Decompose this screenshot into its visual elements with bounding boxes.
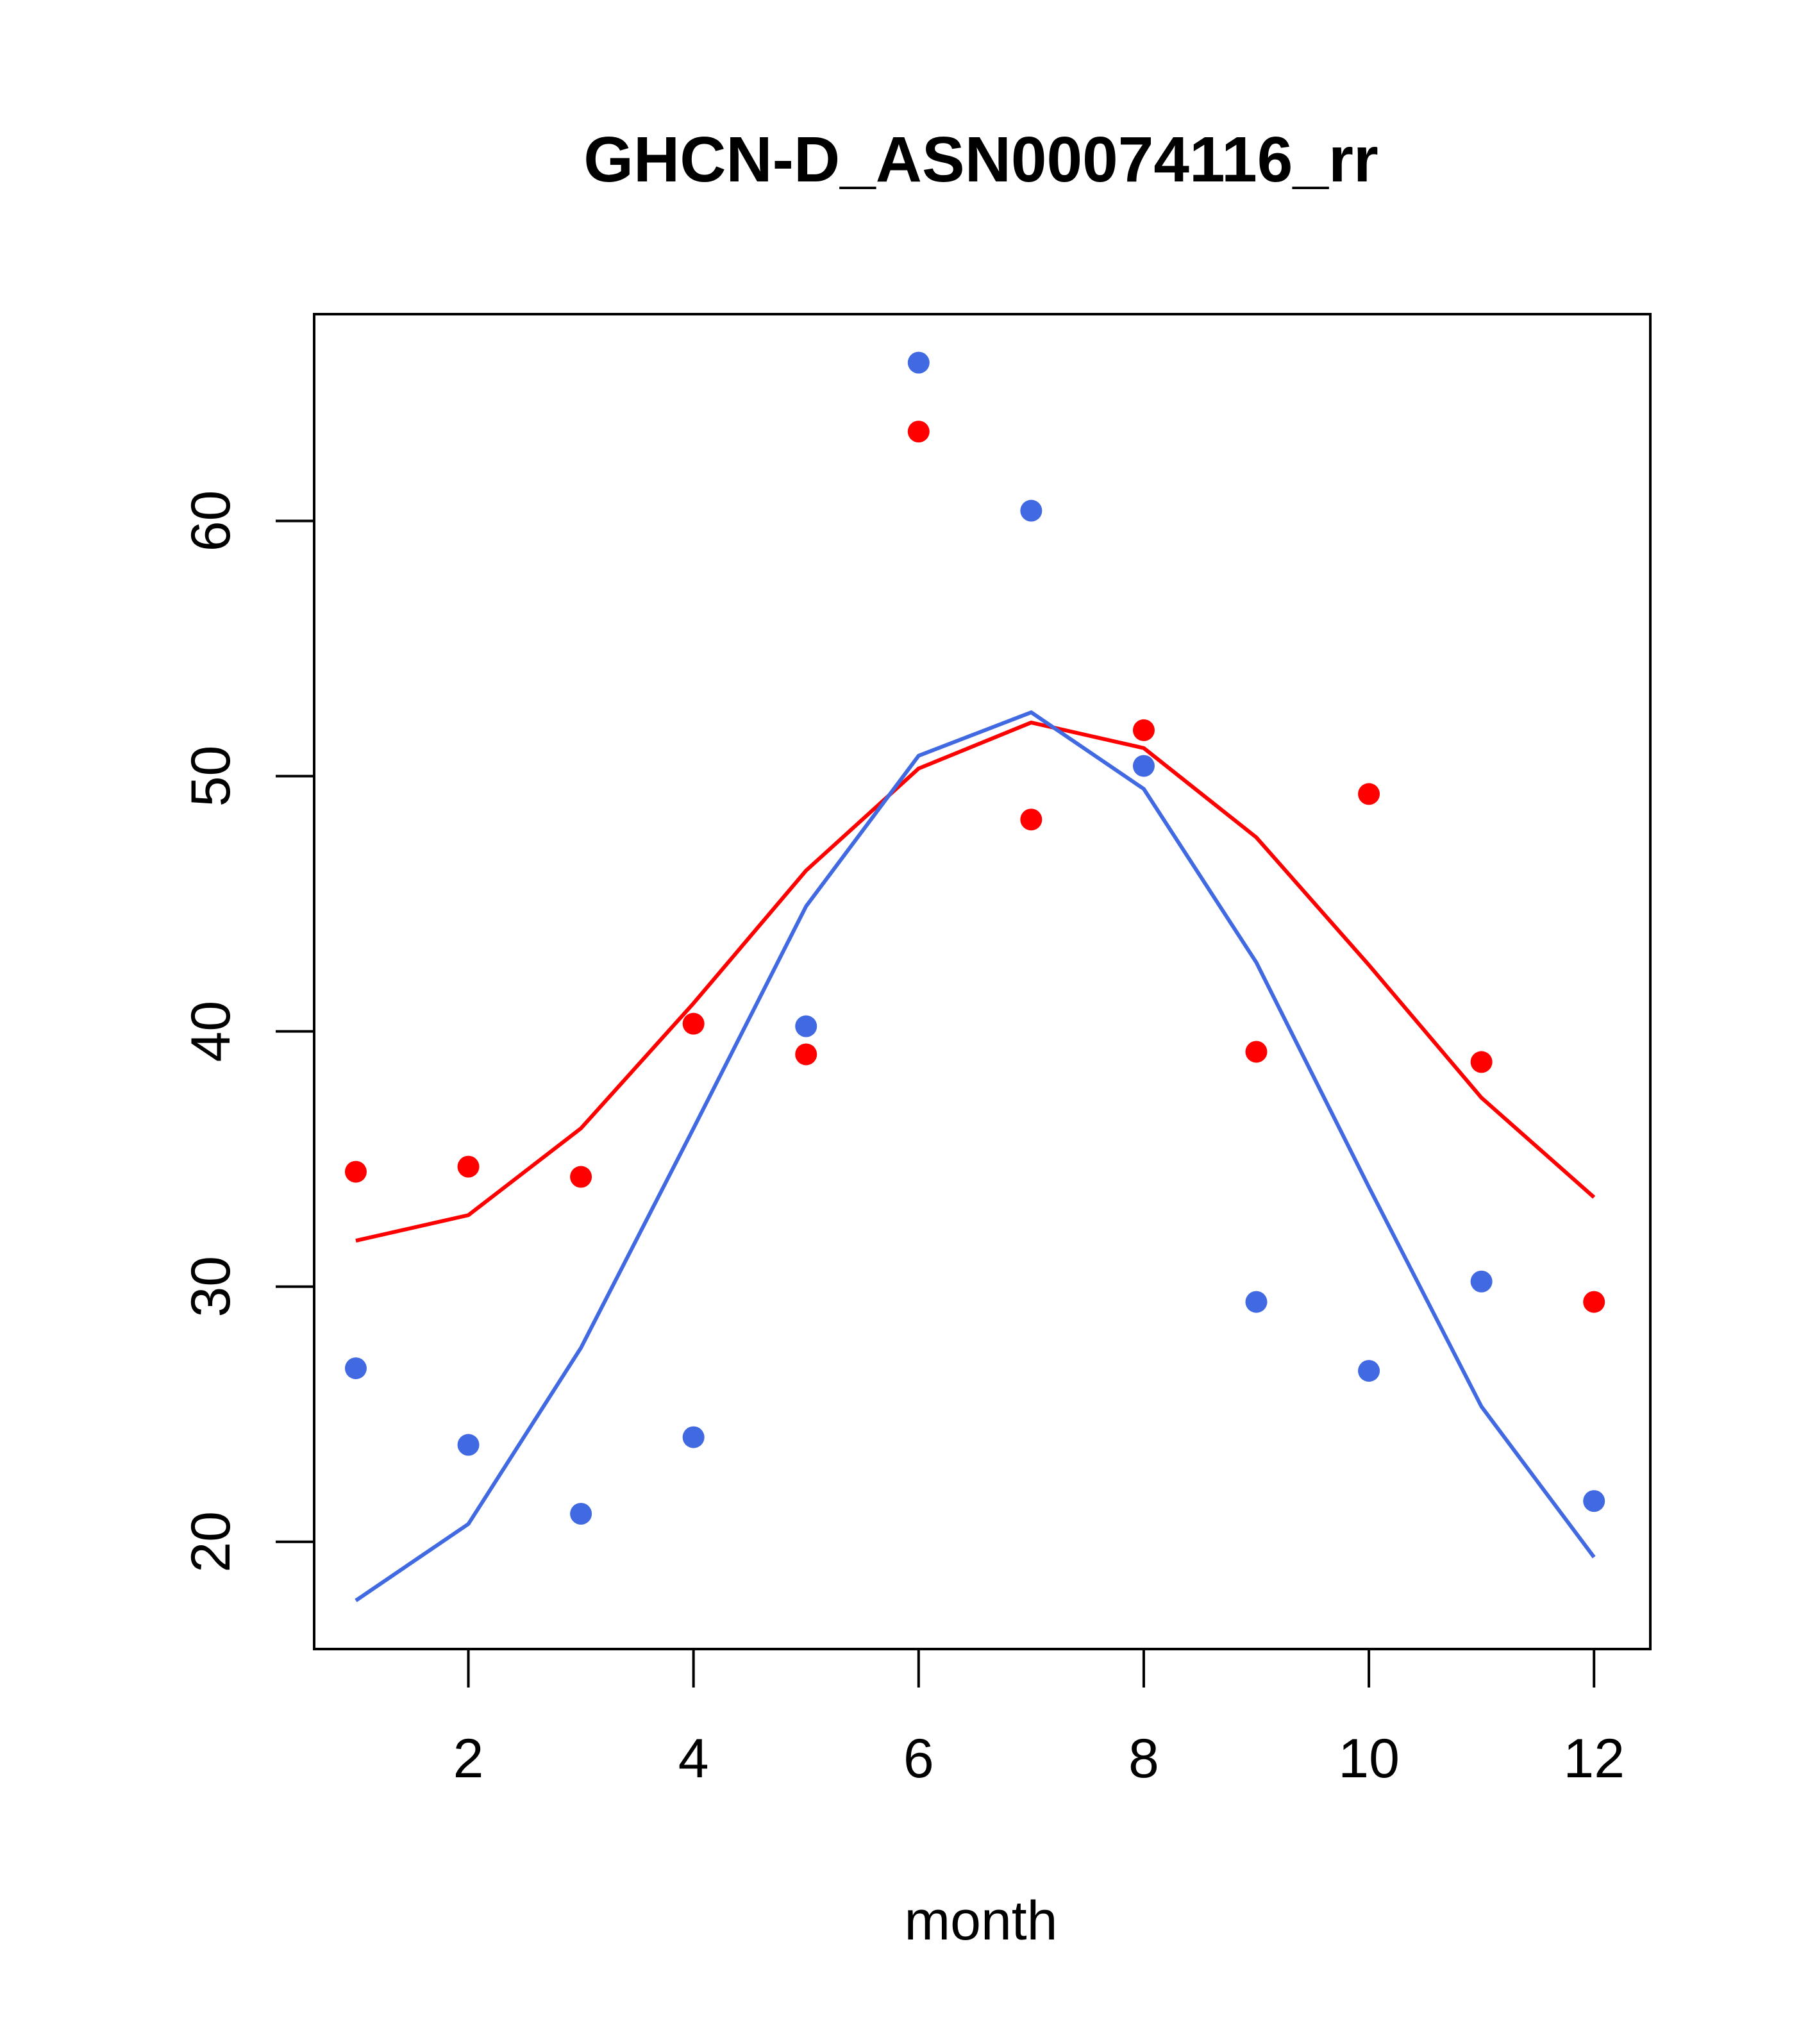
- series-1-point: [344, 1160, 367, 1183]
- x-tick-label: 4: [678, 1728, 709, 1789]
- series-2-point: [1132, 755, 1155, 777]
- series-2-point: [457, 1434, 480, 1456]
- y-tick-label: 30: [180, 1256, 242, 1318]
- x-tick-label: 2: [453, 1728, 484, 1789]
- series-2-point: [570, 1503, 592, 1525]
- series-2-line: [355, 710, 1596, 1602]
- series-2-point: [1020, 499, 1042, 522]
- series-1-point: [1245, 1041, 1268, 1063]
- y-tick-label: 40: [180, 1001, 242, 1062]
- x-tick-label: 6: [903, 1728, 934, 1789]
- y-tick-label: 20: [180, 1511, 242, 1573]
- y-tick-label: 50: [180, 746, 242, 807]
- series-2-point: [1470, 1270, 1493, 1293]
- series-1-line: [355, 720, 1596, 1243]
- series-2-point: [795, 1015, 817, 1037]
- series-1-point: [682, 1012, 705, 1035]
- series-2-point: [1583, 1490, 1605, 1512]
- series-1-point: [570, 1166, 592, 1188]
- chart-title: GHCN-D_ASN00074116_rr: [583, 124, 1378, 196]
- series-1-point: [457, 1155, 480, 1178]
- series-2-point: [1358, 1360, 1380, 1382]
- x-tick-label: 8: [1128, 1728, 1159, 1789]
- series-1-point: [1470, 1051, 1493, 1073]
- series-1-point: [1583, 1291, 1605, 1313]
- series-2-point: [682, 1426, 705, 1448]
- series-1-point: [1358, 783, 1380, 805]
- series-1-point: [1132, 719, 1155, 741]
- series-1-point: [907, 421, 930, 443]
- x-axis-label: month: [904, 1890, 1057, 1952]
- series-lines: [355, 710, 1596, 1602]
- series-2-point: [1245, 1291, 1268, 1313]
- series-1-point: [795, 1043, 817, 1066]
- x-tick-label: 10: [1338, 1728, 1400, 1789]
- y-tick-label: 60: [180, 490, 242, 552]
- series-1-point: [1020, 808, 1042, 831]
- y-axis: 20 30 40 50 60: [180, 490, 315, 1573]
- x-axis: 2 4 6 8 10 12: [453, 1648, 1625, 1789]
- series-2-point: [907, 351, 930, 374]
- series-2-point: [344, 1357, 367, 1380]
- series-points: [344, 351, 1605, 1525]
- x-tick-label: 12: [1563, 1728, 1625, 1789]
